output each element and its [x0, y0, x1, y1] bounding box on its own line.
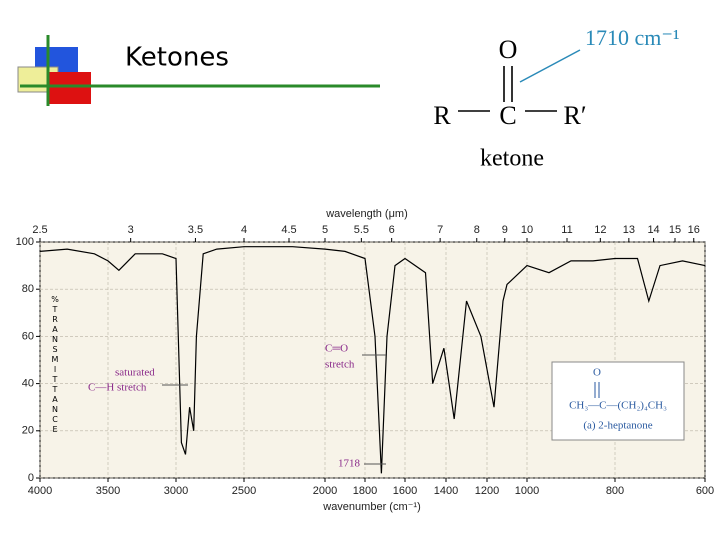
x2-tick-label: 11: [561, 224, 572, 236]
y-tick-label: 40: [22, 378, 34, 390]
inset-box: [551, 361, 685, 441]
annotation: saturated: [115, 367, 155, 379]
atom: C: [499, 101, 516, 130]
x2-tick-label: 9: [502, 224, 508, 236]
inset-formula: CH₃—C—(CH₂)₄CH₃: [569, 400, 667, 412]
x2-tick-label: 8: [474, 224, 480, 236]
x2-tick-label: 6: [389, 224, 395, 236]
x2-tick-label: 3.5: [188, 224, 203, 236]
spectrum: [39, 246, 706, 474]
y-tick-label: 80: [22, 283, 34, 295]
x2-tick-label: 12: [594, 224, 606, 236]
annotation: C═O: [325, 343, 348, 355]
x-tick-label: 1600: [393, 485, 417, 497]
ketone-structure: O R C R′ ketone 1710 cm⁻¹: [433, 25, 679, 171]
x-tick-label: 2000: [313, 485, 337, 497]
x2-tick-label: 4.5: [281, 224, 296, 236]
x2-tick-label: 4: [241, 224, 247, 236]
x2-tick-label: 15: [669, 224, 681, 236]
annotation: C—H stretch: [88, 382, 147, 394]
x-tick-label: 1000: [515, 485, 539, 497]
x-tick-label: 1200: [475, 485, 499, 497]
logo: [17, 35, 380, 106]
inset-atom: O: [593, 367, 601, 379]
x2-tick-label: 5: [322, 224, 328, 236]
peak-label: 1710 cm⁻¹: [585, 25, 680, 50]
x2-tick-label: 5.5: [354, 224, 369, 236]
x2-tick-label: 7: [437, 224, 443, 236]
atom: O: [499, 35, 518, 64]
y-axis-label: %TRANSMITTANCE: [50, 295, 59, 435]
x-axis-label: wavenumber (cm⁻¹): [322, 501, 421, 513]
x2-axis-label: wavelength (μm): [325, 208, 408, 220]
x-tick-label: 600: [696, 485, 714, 497]
x-tick-label: 800: [606, 485, 624, 497]
y-tick-label: 100: [16, 236, 34, 248]
inset-caption: (a) 2-heptanone: [583, 420, 652, 432]
annotation: stretch: [325, 359, 355, 371]
x2-tick-label: 3: [128, 224, 134, 236]
x2-tick-label: 16: [688, 224, 700, 236]
y-tick-label: 60: [22, 330, 34, 342]
compound-name: ketone: [480, 146, 544, 172]
x-tick-label: 1800: [353, 485, 377, 497]
x-tick-label: 1400: [434, 485, 458, 497]
atom: R: [433, 101, 451, 130]
x2-tick-label: 10: [521, 224, 533, 236]
slide-title: Ketones: [125, 43, 229, 73]
x2-tick-label: 14: [647, 224, 659, 236]
annotation: 1718: [338, 458, 361, 470]
x-tick-label: 4000: [28, 485, 52, 497]
atom: R′: [563, 101, 586, 130]
x2-tick-label: 13: [623, 224, 635, 236]
x-tick-label: 3000: [164, 485, 188, 497]
plot-area: [39, 241, 706, 479]
x-tick-label: 2500: [232, 485, 256, 497]
x2-tick-label: 2.5: [32, 224, 47, 236]
y-tick-label: 20: [22, 425, 34, 437]
y-tick-label: 0: [28, 472, 34, 484]
pointer: [519, 49, 581, 83]
x-tick-label: 3500: [96, 485, 120, 497]
logo-red: [48, 72, 91, 104]
